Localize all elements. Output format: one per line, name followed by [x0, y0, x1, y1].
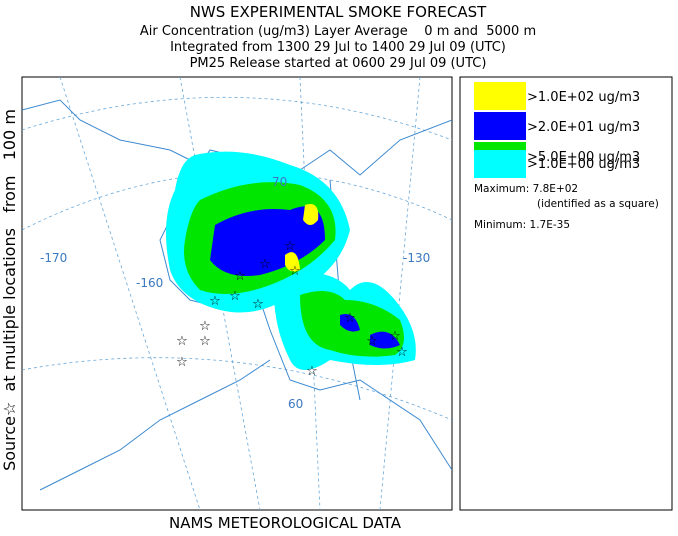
- svg-text:☆: ☆: [229, 289, 241, 304]
- svg-text:☆: ☆: [176, 355, 188, 370]
- legend-frame: [459, 76, 673, 511]
- svg-text:☆: ☆: [209, 294, 221, 309]
- side-label: Source☆ at multiple locations from 100 m: [0, 109, 19, 471]
- minimum: Minimum: 1.7E-35: [474, 219, 570, 231]
- legend-entry: >1.0E+00 ug/m3: [527, 157, 640, 172]
- svg-text:☆: ☆: [396, 345, 408, 360]
- legend-entry: >1.0E+02 ug/m3: [527, 90, 640, 105]
- svg-text:☆: ☆: [284, 239, 296, 254]
- svg-text:☆: ☆: [234, 269, 246, 284]
- map: ☆☆☆☆ ☆ ☆☆☆ ☆☆☆☆ ☆ ☆☆☆ -170 -160 -130 70 60: [22, 77, 452, 510]
- svg-text:☆: ☆: [344, 311, 356, 326]
- svg-text:☆: ☆: [389, 329, 401, 344]
- map-label: 60: [288, 397, 303, 411]
- map-label: 70: [272, 175, 287, 189]
- map-label: -160: [136, 276, 163, 290]
- subtitle: Integrated from 1300 29 Jul to 1400 29 J…: [170, 40, 506, 55]
- map-label: -130: [403, 251, 430, 265]
- svg-text:☆: ☆: [176, 334, 188, 349]
- footer: NAMS METEOROLOGICAL DATA: [169, 514, 402, 532]
- svg-text:☆: ☆: [306, 364, 318, 379]
- identified: (identified as a square): [537, 198, 659, 210]
- svg-text:☆: ☆: [289, 264, 301, 279]
- subtitle: PM25 Release started at 0600 29 Jul 09 (…: [190, 56, 487, 71]
- svg-text:☆: ☆: [366, 334, 378, 349]
- svg-text:☆: ☆: [199, 334, 211, 349]
- subtitle: Air Concentration (ug/m3) Layer Average …: [140, 24, 536, 39]
- legend-swatch: [474, 112, 526, 140]
- legend-swatch: [474, 82, 526, 110]
- legend-swatch: [474, 150, 526, 178]
- svg-text:☆: ☆: [199, 319, 211, 334]
- legend-entry: >5.0E+00 ug/m3: [527, 150, 640, 165]
- map-label: -170: [40, 251, 67, 265]
- maximum: Maximum: 7.8E+02: [474, 183, 578, 195]
- title: NWS EXPERIMENTAL SMOKE FORECAST: [190, 3, 487, 21]
- svg-text:☆: ☆: [259, 257, 271, 272]
- legend-entry: >2.0E+01 ug/m3: [527, 120, 640, 135]
- svg-text:☆: ☆: [252, 297, 264, 312]
